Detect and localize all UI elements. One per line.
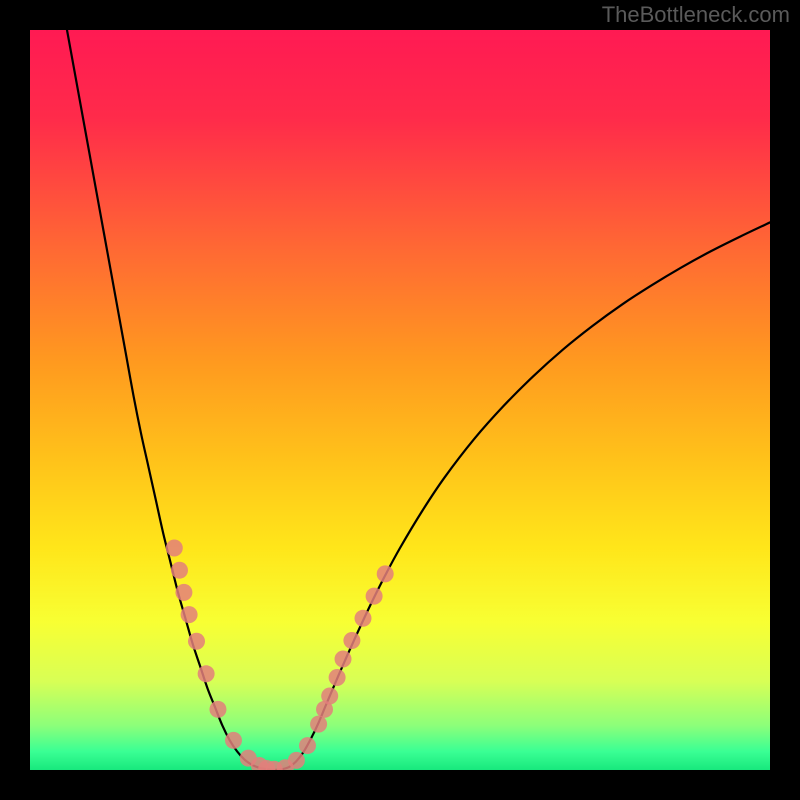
data-marker (329, 669, 346, 686)
data-marker (377, 565, 394, 582)
data-marker (366, 588, 383, 605)
data-marker (321, 688, 338, 705)
chart-outer: TheBottleneck.com (0, 0, 800, 800)
data-marker (198, 665, 215, 682)
data-marker (335, 651, 352, 668)
data-marker (343, 632, 360, 649)
data-marker (310, 716, 327, 733)
data-marker (188, 633, 205, 650)
data-marker (171, 562, 188, 579)
watermark-text: TheBottleneck.com (602, 2, 790, 28)
bottleneck-chart (30, 30, 770, 770)
data-marker (175, 584, 192, 601)
plot-background (30, 30, 770, 770)
data-marker (209, 701, 226, 718)
data-marker (288, 752, 305, 769)
plot-frame (30, 30, 770, 770)
data-marker (355, 610, 372, 627)
data-marker (166, 540, 183, 557)
data-marker (225, 732, 242, 749)
data-marker (299, 737, 316, 754)
data-marker (181, 606, 198, 623)
